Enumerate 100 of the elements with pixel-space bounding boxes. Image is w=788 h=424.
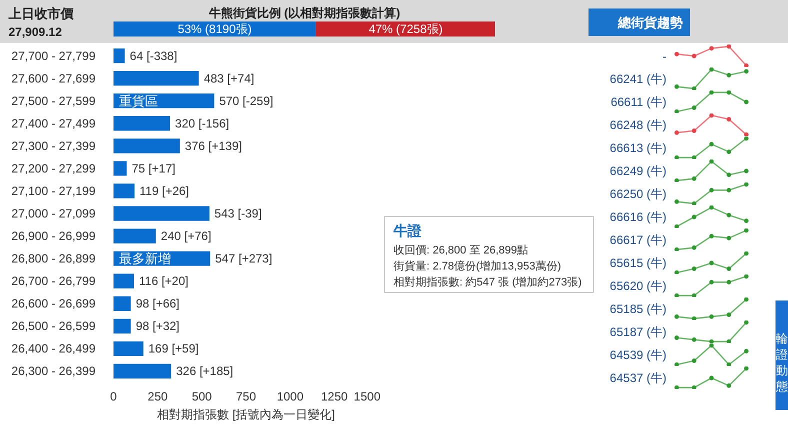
text: 輪證動態 xyxy=(775,331,788,394)
point xyxy=(709,68,714,72)
point xyxy=(692,176,696,181)
annotation: 最多新增 xyxy=(118,251,171,266)
data-label: 98 [+32] xyxy=(136,319,180,334)
x-tick-label: 1500 xyxy=(354,390,381,404)
point xyxy=(744,168,749,174)
data-label: 98 [+66] xyxy=(136,296,180,311)
y-tick-label: 27,400 - 27,499 xyxy=(11,116,96,130)
y-tick-label: 27,200 - 27,299 xyxy=(11,161,96,176)
point xyxy=(744,100,749,104)
x-tick-label: 1000 xyxy=(276,390,304,404)
point xyxy=(726,172,732,178)
bar xyxy=(114,161,127,176)
y-tick-label: 26,900 - 26,999 xyxy=(11,229,96,244)
x-tick-label: 750 xyxy=(236,390,256,404)
x-axis-title: 相對期指張數 [括號內為一日變化] xyxy=(157,408,336,422)
text: 66616 (牛) xyxy=(610,210,667,224)
bar xyxy=(114,318,131,334)
bar xyxy=(114,341,144,356)
point xyxy=(692,385,696,389)
point xyxy=(744,228,749,233)
point xyxy=(709,260,714,266)
y-tick-label: 27,300 - 27,399 xyxy=(11,138,96,153)
point xyxy=(709,206,714,210)
bar xyxy=(114,206,210,221)
x-tick-label: 500 xyxy=(192,390,212,404)
text: 65620 (牛) xyxy=(610,279,667,293)
bar xyxy=(114,296,131,311)
point xyxy=(726,150,732,154)
point xyxy=(692,201,696,205)
point xyxy=(744,69,749,74)
point xyxy=(674,199,679,204)
bar xyxy=(114,116,170,131)
bar xyxy=(114,48,125,64)
point xyxy=(674,270,679,274)
text: 64539 (牛) xyxy=(610,348,667,362)
text: 27,909.12 xyxy=(8,25,62,39)
point xyxy=(674,155,679,159)
point xyxy=(674,178,679,182)
text: 街貨量: 2.78億份(增加13,953萬份) xyxy=(394,260,561,272)
point xyxy=(726,266,732,271)
point xyxy=(674,224,679,228)
point xyxy=(726,312,732,317)
data-label: 483 [+74] xyxy=(204,71,254,86)
point xyxy=(674,247,679,251)
point xyxy=(674,52,679,56)
point xyxy=(692,266,696,271)
point xyxy=(692,106,696,110)
y-tick-label: 26,700 - 26,799 xyxy=(11,274,96,288)
point xyxy=(744,348,749,354)
y-tick-label: 26,400 - 26,499 xyxy=(11,342,96,356)
text: 總街貨趨勢 xyxy=(617,15,683,30)
point xyxy=(692,54,696,58)
text: 65187 (牛) xyxy=(610,325,667,339)
point xyxy=(709,46,714,51)
point xyxy=(674,385,679,389)
point xyxy=(674,362,679,366)
data-label: 570 [-259] xyxy=(219,94,274,108)
point xyxy=(744,136,749,141)
y-tick-label: 26,600 - 26,699 xyxy=(11,296,96,311)
data-label: 547 [+273] xyxy=(215,252,272,266)
point xyxy=(674,130,679,135)
point xyxy=(674,109,679,113)
point xyxy=(726,90,732,95)
point xyxy=(709,160,714,164)
x-tick-label: 0 xyxy=(110,390,118,404)
point xyxy=(726,117,732,122)
point xyxy=(744,320,749,325)
point xyxy=(709,376,714,380)
y-tick-label: 27,000 - 27,099 xyxy=(11,206,96,220)
point xyxy=(726,383,732,388)
data-label: 543 [-39] xyxy=(214,206,262,220)
point xyxy=(726,72,732,78)
point xyxy=(674,314,679,319)
point xyxy=(744,366,749,371)
bar xyxy=(114,364,172,379)
data-label: 169 [+59] xyxy=(148,342,199,356)
data-label: 240 [+76] xyxy=(160,229,212,244)
data-label: 75 [+17] xyxy=(132,161,176,176)
point xyxy=(709,142,714,146)
y-tick-label: 27,500 - 27,599 xyxy=(11,94,96,108)
point xyxy=(709,339,714,343)
y-tick-label: 27,100 - 27,199 xyxy=(11,184,96,198)
point xyxy=(674,336,679,340)
bar xyxy=(114,70,199,86)
text: 66248 (牛) xyxy=(610,118,667,132)
point xyxy=(744,182,749,187)
annotation: 重貨區 xyxy=(118,93,158,108)
text: 66617 (牛) xyxy=(610,233,667,247)
text: 牛證 xyxy=(392,222,422,238)
point xyxy=(692,245,696,250)
x-tick-label: 1250 xyxy=(320,390,348,404)
text: 相對期指張數: 約547 張 (增加約273張) xyxy=(394,276,582,288)
bar xyxy=(114,184,135,198)
data-label: 64 [-338] xyxy=(130,48,178,63)
point xyxy=(744,298,749,302)
point xyxy=(692,316,696,320)
text: 66613 (牛) xyxy=(610,141,667,155)
point xyxy=(692,128,696,133)
